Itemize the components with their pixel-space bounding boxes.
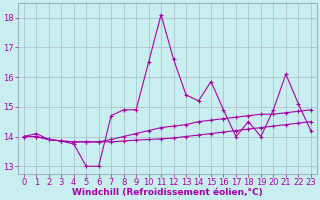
- X-axis label: Windchill (Refroidissement éolien,°C): Windchill (Refroidissement éolien,°C): [72, 188, 263, 197]
